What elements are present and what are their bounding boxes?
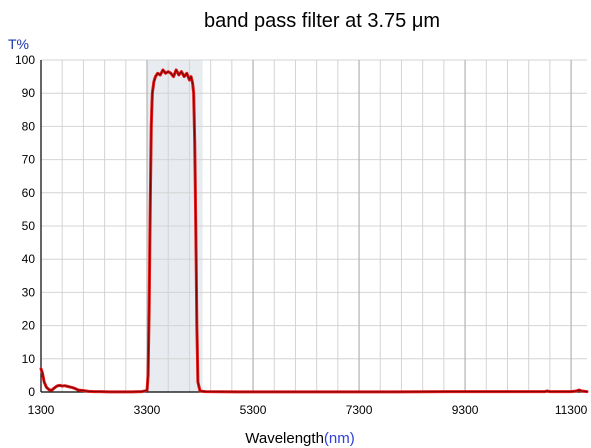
x-tick-label: 5300 xyxy=(240,403,267,417)
x-tick-labels: 1300 3300 5300 7300 9300 11300 xyxy=(28,403,588,417)
y-tick-label: 20 xyxy=(22,319,36,333)
transmission-curve-core xyxy=(40,69,588,393)
series-layer xyxy=(39,68,589,394)
chart-title: band pass filter at 3.75 μm xyxy=(204,10,440,32)
y-tick-label: 50 xyxy=(22,219,36,233)
y-tick-labels: 0 10 20 30 40 50 60 70 80 90 100 xyxy=(15,53,35,399)
y-tick-label: 80 xyxy=(22,119,36,133)
y-tick-label: 10 xyxy=(22,352,36,366)
x-axis-label-unit: (nm) xyxy=(324,430,355,447)
x-axis-label-main: Wavelength xyxy=(245,430,324,447)
x-tick-label: 3300 xyxy=(134,403,161,417)
y-tick-label: 100 xyxy=(15,53,35,67)
y-axis-label: T% xyxy=(8,36,29,52)
y-tick-label: 30 xyxy=(22,285,36,299)
y-tick-label: 70 xyxy=(22,153,36,167)
x-tick-label: 1300 xyxy=(28,403,55,417)
y-tick-label: 90 xyxy=(22,86,36,100)
y-tick-label: 60 xyxy=(22,186,36,200)
y-tick-label: 40 xyxy=(22,252,36,266)
x-tick-label: 7300 xyxy=(346,403,373,417)
grid-lines xyxy=(41,59,587,393)
x-tick-label: 11300 xyxy=(555,403,588,417)
y-tick-label: 0 xyxy=(28,385,35,399)
x-axis-label: Wavelength(nm) xyxy=(245,430,354,447)
x-tick-label: 9300 xyxy=(452,403,479,417)
